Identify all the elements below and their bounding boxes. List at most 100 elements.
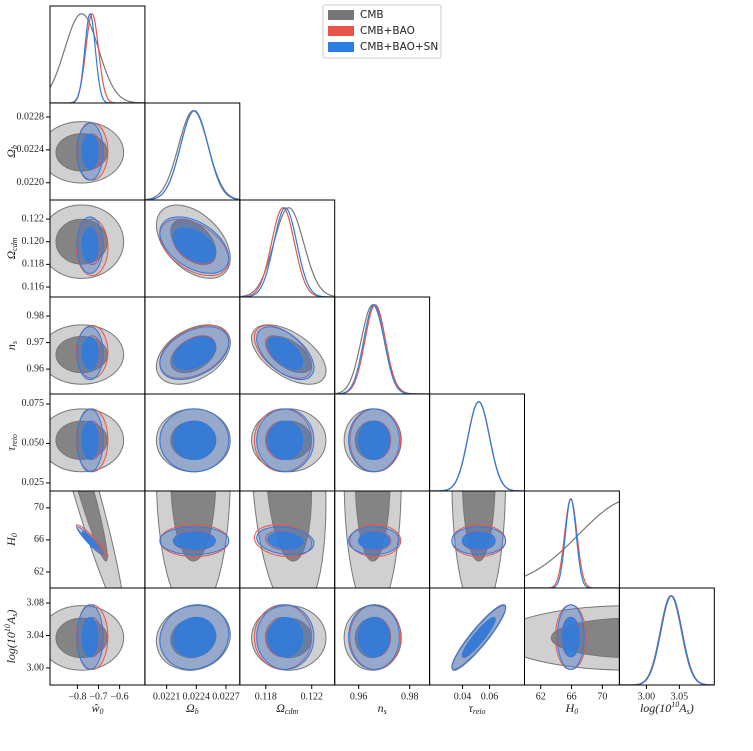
y-tick-label: 62 <box>34 566 44 577</box>
panel <box>619 595 715 685</box>
posterior-curve <box>334 304 430 394</box>
y-tick-label: 0.0228 <box>17 111 45 122</box>
y-tick-label: 0.97 <box>27 337 45 348</box>
contour-1sigma <box>265 491 312 562</box>
x-tick-label: 0.06 <box>481 691 499 702</box>
legend-label: CMB+BAO+SN <box>360 41 438 53</box>
contour-1sigma <box>461 616 496 658</box>
panel-frame <box>334 296 431 395</box>
legend-label: CMB+BAO <box>360 25 415 37</box>
posterior-curve <box>524 498 620 588</box>
panel <box>50 13 145 103</box>
label-part: 0 <box>99 707 103 716</box>
panel <box>155 408 231 473</box>
legend-swatch <box>328 42 354 52</box>
contour-2sigma <box>451 491 507 588</box>
panel <box>429 401 525 491</box>
label-part: 10 <box>3 624 12 632</box>
posterior-curve <box>239 207 335 297</box>
label-part: ) <box>689 701 694 715</box>
x-tick-label: 0.0224 <box>183 691 211 702</box>
contour-1sigma <box>81 227 99 263</box>
posterior-curve <box>239 207 335 297</box>
legend-label: CMB <box>360 9 384 21</box>
y-tick-label: 0.075 <box>22 398 45 409</box>
panel-frame <box>524 490 620 589</box>
x-tick-label: 0.98 <box>401 691 419 702</box>
contour-1sigma <box>81 420 99 460</box>
contour-1sigma <box>357 616 390 658</box>
y-tick-label: 3.04 <box>27 630 45 641</box>
contour-1sigma <box>172 227 216 263</box>
x-tick-label: 0.122 <box>300 691 323 702</box>
y-tick-label: 3.08 <box>27 597 45 608</box>
y-tick-label: 70 <box>34 502 44 513</box>
x-tick-label: −0.8 <box>68 691 86 702</box>
contour-1sigma <box>357 420 390 460</box>
label-part: H <box>4 536 18 547</box>
y-tick-label: 0.0220 <box>17 177 45 188</box>
x-tick-label: 0.118 <box>255 691 277 702</box>
label-part: b <box>10 145 19 149</box>
label-part: 0 <box>574 707 578 716</box>
label-part: cdm <box>10 237 19 251</box>
panel <box>50 121 125 184</box>
panel <box>50 604 125 671</box>
contour-1sigma <box>461 531 496 550</box>
posterior-curve <box>619 595 715 685</box>
contour-1sigma <box>81 133 99 170</box>
panel-frame <box>429 393 526 492</box>
label-part: ŵ <box>91 701 99 715</box>
x-axis-label: Ωb <box>186 701 199 716</box>
label-part: s <box>10 341 19 344</box>
posterior-curve <box>429 401 525 491</box>
y-tick-label: 0.96 <box>27 363 45 374</box>
panel <box>50 324 125 385</box>
label-part: s <box>384 707 387 716</box>
y-axis-label: Ωcdm <box>4 237 19 259</box>
posterior-curve <box>619 595 715 685</box>
posterior-curve <box>334 304 430 394</box>
panel <box>50 204 125 279</box>
x-axis-label: τreio <box>469 701 486 716</box>
panel <box>334 304 430 394</box>
posterior-curve <box>334 304 430 394</box>
panel-frame <box>49 5 146 104</box>
panel <box>155 491 231 588</box>
posterior-curve <box>429 401 525 491</box>
label-part: A <box>4 616 18 625</box>
y-axis-label: ns <box>4 341 19 350</box>
posterior-curve <box>50 13 145 103</box>
y-tick-label: 0.118 <box>22 259 44 270</box>
panel <box>251 491 327 588</box>
label-part: 0 <box>10 533 19 537</box>
label-part: s <box>10 614 19 617</box>
contour-2sigma <box>524 605 620 671</box>
label-part: Ω <box>4 251 18 260</box>
contour-1sigma <box>172 531 216 550</box>
contour-1sigma <box>172 420 216 460</box>
x-tick-label: −0.7 <box>89 691 107 702</box>
panel <box>155 324 231 385</box>
panel-frame <box>618 587 715 686</box>
contour-1sigma <box>267 531 304 550</box>
x-tick-label: 66 <box>567 691 577 702</box>
posterior-curve <box>524 501 620 577</box>
panel <box>343 408 402 473</box>
label-part: Ω <box>276 701 285 715</box>
label-part: reio <box>10 434 19 447</box>
contour-1sigma <box>55 491 108 562</box>
contour-1sigma <box>172 616 216 658</box>
posterior-curve <box>524 498 620 588</box>
contour-1sigma <box>354 491 391 562</box>
x-tick-label: 70 <box>597 691 607 702</box>
posterior-curve <box>50 13 145 103</box>
label-part: H <box>565 701 576 715</box>
x-tick-label: 62 <box>536 691 546 702</box>
label-part: Ω <box>186 701 195 715</box>
x-tick-label: 0.96 <box>350 691 368 702</box>
y-tick-label: 0.0224 <box>17 144 45 155</box>
y-axis-label: H0 <box>4 533 19 547</box>
panel <box>50 491 125 588</box>
x-axis-label: log(1010As) <box>640 700 694 716</box>
